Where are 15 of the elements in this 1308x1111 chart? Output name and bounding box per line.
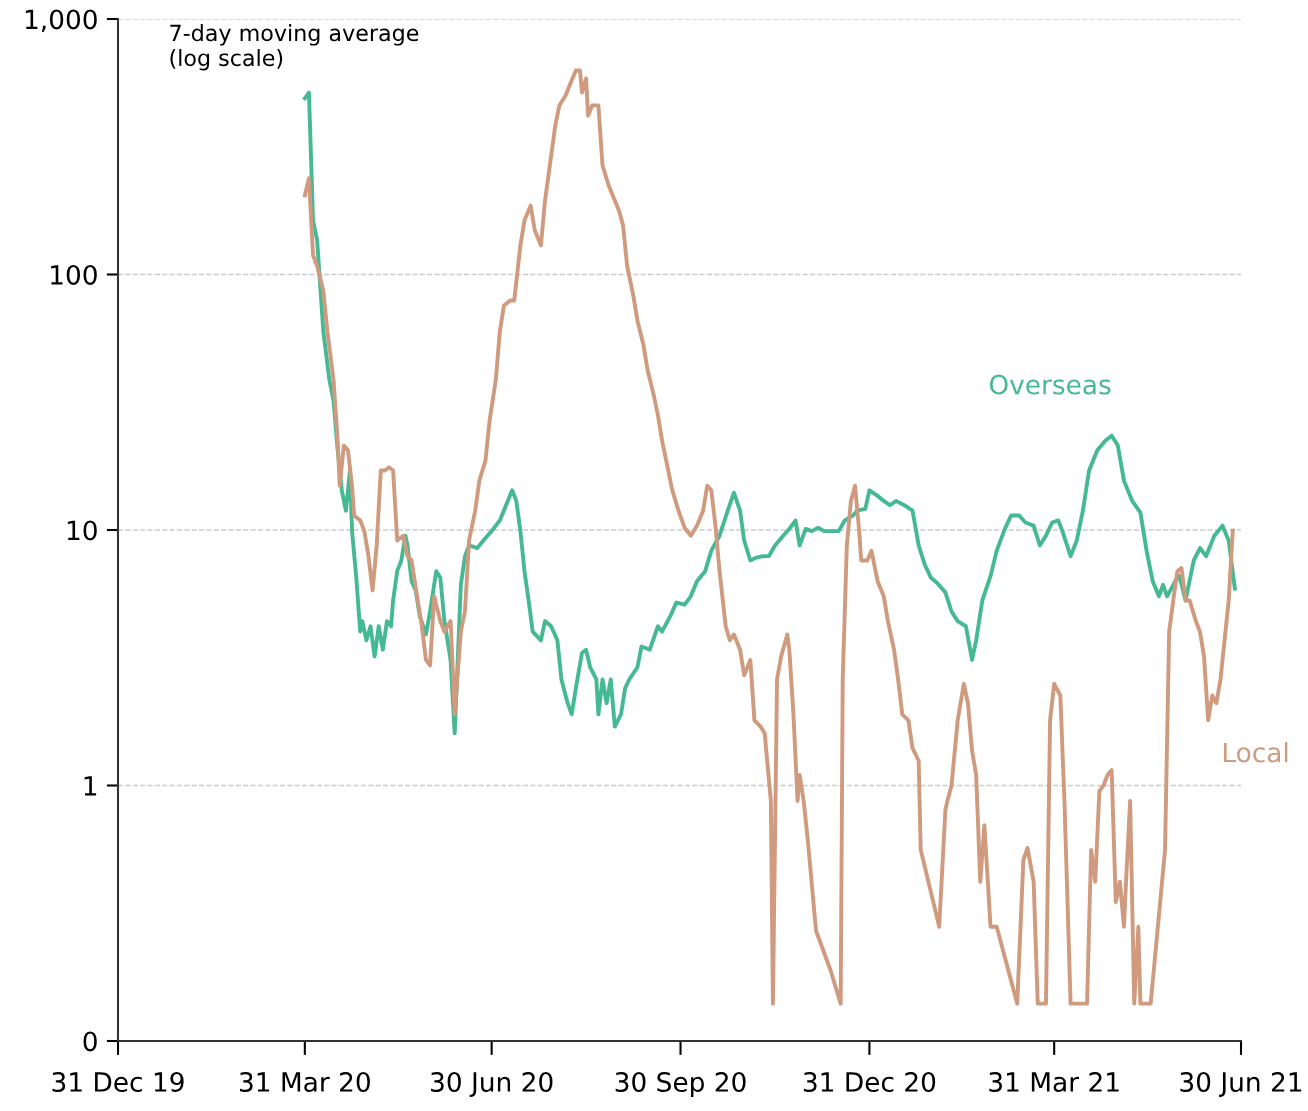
y-tick-label: 1 [84,776,97,796]
x-tick-label: 31 Dec 19 [52,1072,184,1092]
series-label: Overseas [989,374,1111,395]
y-tick-label: 10 [67,520,97,541]
y-tick-label: 1,000 [25,9,97,33]
y-tick-label: 100 [51,264,97,285]
x-tick-label: 31 Mar 21 [989,1072,1119,1092]
x-tick-label: 30 Sep 20 [615,1072,746,1098]
x-tick-label: 30 Jun 20 [431,1072,553,1097]
x-tick-label: 31 Dec 20 [803,1072,936,1092]
y-tick-label: 0 [83,1031,97,1052]
x-tick-label: 30 Jun 21 [1180,1072,1302,1097]
annotation: 7-day moving average (log scale) [170,24,419,71]
series-label: Local [1223,742,1288,763]
x-tick-label: 31 Mar 20 [239,1072,370,1092]
